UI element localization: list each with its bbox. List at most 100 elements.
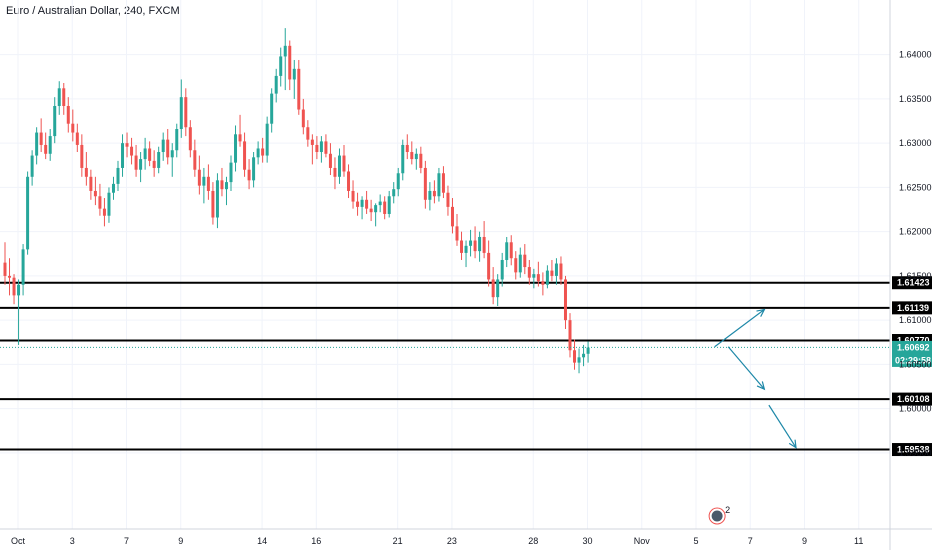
candle-body: [482, 236, 486, 253]
arrow-shaft: [714, 309, 765, 348]
candle: [279, 47, 283, 87]
candle-body: [333, 167, 337, 177]
candle: [550, 259, 554, 282]
candle-body: [532, 274, 536, 278]
candle-body: [306, 127, 310, 140]
candle-body: [554, 263, 558, 276]
candle: [224, 176, 228, 206]
time-tick-label: 7: [748, 536, 753, 546]
candle: [202, 167, 206, 204]
candle-body: [247, 169, 251, 181]
candle: [319, 136, 323, 163]
time-axis[interactable]: Oct 3 7 9 14 16 21 23 28 30 Nov 5 7 9 11: [0, 528, 932, 546]
candle: [21, 244, 25, 296]
projection-arrows[interactable]: [714, 308, 797, 449]
candle-body: [446, 192, 450, 207]
candle: [238, 114, 242, 147]
candle: [157, 146, 161, 174]
candle: [53, 97, 57, 144]
arrow-shaft: [768, 404, 797, 448]
candle: [473, 226, 477, 259]
price-tick-label: 1.63000: [899, 138, 932, 148]
candle-body: [545, 270, 549, 285]
candle-body: [121, 143, 125, 168]
candle-body: [57, 88, 61, 106]
candle-body: [261, 148, 265, 156]
candle-body: [392, 189, 396, 197]
candle: [450, 198, 454, 234]
candle-body: [478, 236, 482, 252]
candle-body: [342, 155, 346, 172]
candle: [297, 59, 301, 115]
candle: [559, 256, 563, 285]
candle-body: [66, 106, 70, 124]
time-tick-label: 7: [124, 536, 129, 546]
candle: [283, 28, 287, 91]
time-tick-label: 21: [393, 536, 403, 546]
candle: [220, 167, 224, 197]
candle: [234, 125, 238, 172]
candle-body: [279, 56, 283, 76]
projection-arrow[interactable]: [768, 404, 797, 449]
candle-body: [157, 152, 161, 168]
candle: [509, 235, 513, 266]
time-tick-label: 14: [257, 536, 267, 546]
projection-arrow[interactable]: [714, 308, 766, 348]
candle-body: [175, 129, 179, 151]
chart-title: Euro / Australian Dollar, 240, FXCM: [6, 5, 180, 17]
candle: [252, 152, 256, 188]
candle-body: [310, 139, 314, 145]
level-price-label: 1.61139: [897, 303, 929, 313]
current-price-line: 1.60692 02:29:58: [0, 340, 932, 367]
candle: [66, 97, 70, 133]
events-badge[interactable]: 2: [708, 505, 730, 525]
candle-body: [184, 97, 188, 128]
horizontal-levels[interactable]: 1.61423 1.61139 1.60770 1.60108 1.59538: [0, 276, 932, 457]
price-tick-label: 1.60000: [899, 404, 932, 414]
candle: [288, 40, 292, 91]
candle: [401, 139, 405, 181]
candle: [523, 244, 527, 275]
candle-body: [53, 106, 57, 137]
candle-body: [423, 167, 427, 200]
level-price-label: 1.59538: [897, 445, 930, 455]
price-axis[interactable]: 1.64000 1.63500 1.63000 1.62500 1.62000 1.615…: [889, 0, 932, 550]
candle: [98, 183, 102, 216]
candle: [374, 203, 378, 227]
candle: [514, 251, 518, 280]
candle: [265, 116, 269, 163]
candle: [428, 182, 432, 211]
candle-body: [62, 88, 66, 106]
candle-body: [505, 242, 509, 260]
candle: [536, 261, 540, 287]
candle-body: [35, 132, 39, 156]
events-badge-count: 2: [725, 505, 730, 515]
candle: [111, 176, 115, 200]
projection-arrow[interactable]: [727, 346, 766, 391]
candle: [184, 88, 188, 137]
candle: [491, 267, 495, 305]
candle-body: [383, 201, 387, 214]
price-tick-label: 1.59500: [899, 448, 932, 458]
candle-body: [17, 284, 21, 296]
candle: [243, 132, 247, 177]
candle: [464, 240, 468, 268]
candle: [410, 141, 414, 165]
candle-body: [12, 277, 16, 296]
candle-body: [500, 259, 504, 280]
candle: [301, 98, 305, 135]
level-price-label: 1.61423: [897, 278, 930, 288]
candle-body: [288, 45, 292, 80]
candle-body: [224, 182, 228, 190]
candle-body: [455, 226, 459, 241]
candle: [532, 268, 536, 289]
countdown-label: 02:29:58: [895, 355, 931, 365]
candle: [30, 150, 34, 186]
candle: [432, 180, 436, 204]
candle-body: [270, 93, 274, 124]
candle: [26, 171, 30, 255]
candle: [455, 213, 459, 246]
candle: [166, 129, 170, 165]
